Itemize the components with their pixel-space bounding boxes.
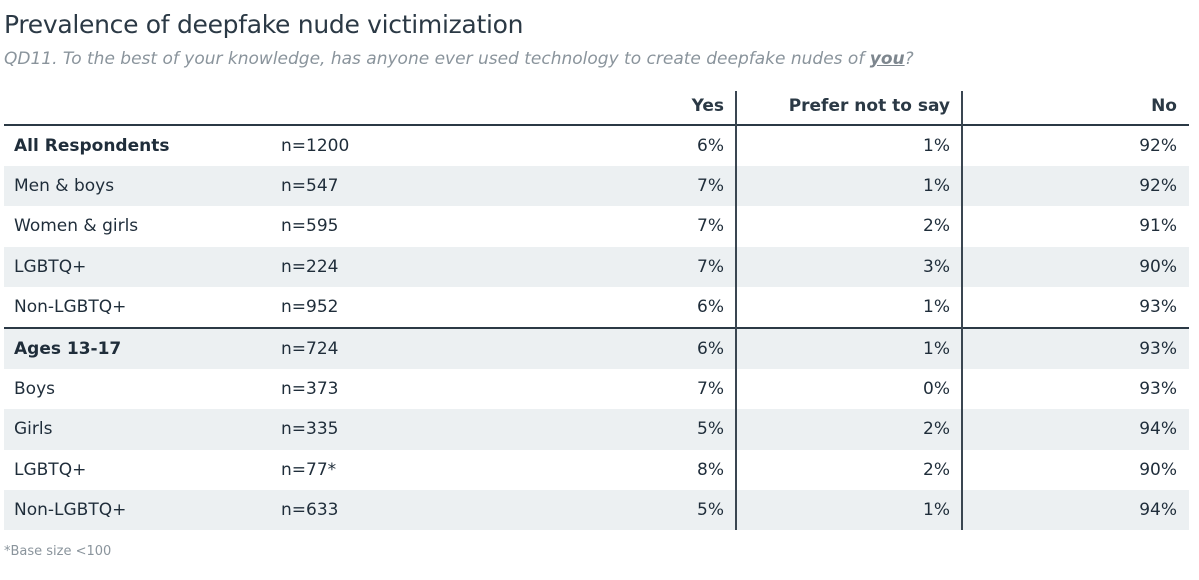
table-row: Non-LGBTQ+ n=633 5% 1% 94%	[4, 489, 1189, 530]
table-row: Non-LGBTQ+ n=952 6% 1% 93%	[4, 287, 1189, 327]
subtitle-emphasis: you	[869, 49, 905, 69]
cell-prefer-not-to-say: 1%	[923, 339, 950, 360]
cell-no: 93%	[1139, 296, 1177, 317]
row-label: Non-LGBTQ+	[14, 499, 127, 520]
column-header-no: No	[1151, 96, 1177, 116]
chart-subtitle: QD11. To the best of your knowledge, has…	[4, 49, 914, 69]
cell-no: 94%	[1139, 419, 1177, 440]
column-divider-yes	[735, 91, 737, 530]
cell-no: 93%	[1139, 379, 1177, 400]
cell-prefer-not-to-say: 2%	[923, 459, 950, 480]
subtitle-prefix: QD11. To the best of your knowledge, has…	[4, 49, 870, 69]
cell-prefer-not-to-say: 1%	[923, 176, 950, 197]
results-table: Yes Prefer not to say No All Respondents…	[4, 88, 1189, 530]
row-sample-size: n=595	[281, 216, 339, 237]
row-sample-size: n=724	[281, 339, 339, 360]
row-label: All Respondents	[14, 136, 170, 157]
table-row: Boys n=373 7% 0% 93%	[4, 369, 1189, 409]
cell-yes: 7%	[697, 256, 724, 277]
cell-no: 90%	[1139, 459, 1177, 480]
cell-yes: 7%	[697, 379, 724, 400]
cell-prefer-not-to-say: 3%	[923, 256, 950, 277]
column-header-prefer-not-to-say: Prefer not to say	[788, 96, 950, 116]
cell-yes: 7%	[697, 216, 724, 237]
cell-no: 90%	[1139, 256, 1177, 277]
cell-no: 94%	[1139, 499, 1177, 520]
footnote: *Base size <100	[4, 544, 112, 559]
row-label: Non-LGBTQ+	[14, 296, 127, 317]
table-row: Ages 13-17 n=724 6% 1% 93%	[4, 326, 1189, 370]
row-label: LGBTQ+	[14, 459, 87, 480]
table-row: Men & boys n=547 7% 1% 92%	[4, 166, 1189, 207]
table-row: All Respondents n=1200 6% 1% 92%	[4, 126, 1189, 166]
row-sample-size: n=633	[281, 499, 339, 520]
row-label: Men & boys	[14, 176, 115, 197]
table-row: LGBTQ+ n=77* 8% 2% 90%	[4, 450, 1189, 490]
cell-no: 93%	[1139, 339, 1177, 360]
cell-yes: 8%	[697, 459, 724, 480]
row-label: Ages 13-17	[14, 339, 122, 360]
row-label: LGBTQ+	[14, 256, 87, 277]
row-label: Girls	[14, 419, 53, 440]
table-row: Women & girls n=595 7% 2% 91%	[4, 206, 1189, 246]
cell-no: 92%	[1139, 136, 1177, 157]
row-label: Women & girls	[14, 216, 139, 237]
row-sample-size: n=77*	[281, 459, 337, 480]
cell-yes: 7%	[697, 176, 724, 197]
cell-yes: 6%	[697, 339, 724, 360]
cell-no: 92%	[1139, 176, 1177, 197]
row-sample-size: n=952	[281, 296, 339, 317]
row-sample-size: n=1200	[281, 136, 350, 157]
cell-yes: 5%	[697, 419, 724, 440]
table-row: LGBTQ+ n=224 7% 3% 90%	[4, 246, 1189, 287]
cell-prefer-not-to-say: 0%	[923, 379, 950, 400]
cell-prefer-not-to-say: 1%	[923, 136, 950, 157]
cell-yes: 5%	[697, 499, 724, 520]
cell-yes: 6%	[697, 136, 724, 157]
row-label: Boys	[14, 379, 55, 400]
table-header: Yes Prefer not to say No	[4, 88, 1189, 126]
row-sample-size: n=547	[281, 176, 339, 197]
row-sample-size: n=373	[281, 379, 339, 400]
cell-prefer-not-to-say: 2%	[923, 419, 950, 440]
row-sample-size: n=224	[281, 256, 339, 277]
cell-prefer-not-to-say: 1%	[923, 296, 950, 317]
cell-yes: 6%	[697, 296, 724, 317]
row-sample-size: n=335	[281, 419, 339, 440]
table-body: All Respondents n=1200 6% 1% 92% Men & boys n=…	[4, 126, 1189, 530]
cell-prefer-not-to-say: 1%	[923, 499, 950, 520]
subtitle-suffix: ?	[904, 49, 914, 69]
cell-prefer-not-to-say: 2%	[923, 216, 950, 237]
column-divider-prefer-not-to-say	[961, 91, 963, 530]
table-row: Girls n=335 5% 2% 94%	[4, 409, 1189, 450]
column-header-yes: Yes	[691, 96, 724, 116]
chart-title: Prevalence of deepfake nude victimizatio…	[4, 10, 524, 39]
cell-no: 91%	[1139, 216, 1177, 237]
